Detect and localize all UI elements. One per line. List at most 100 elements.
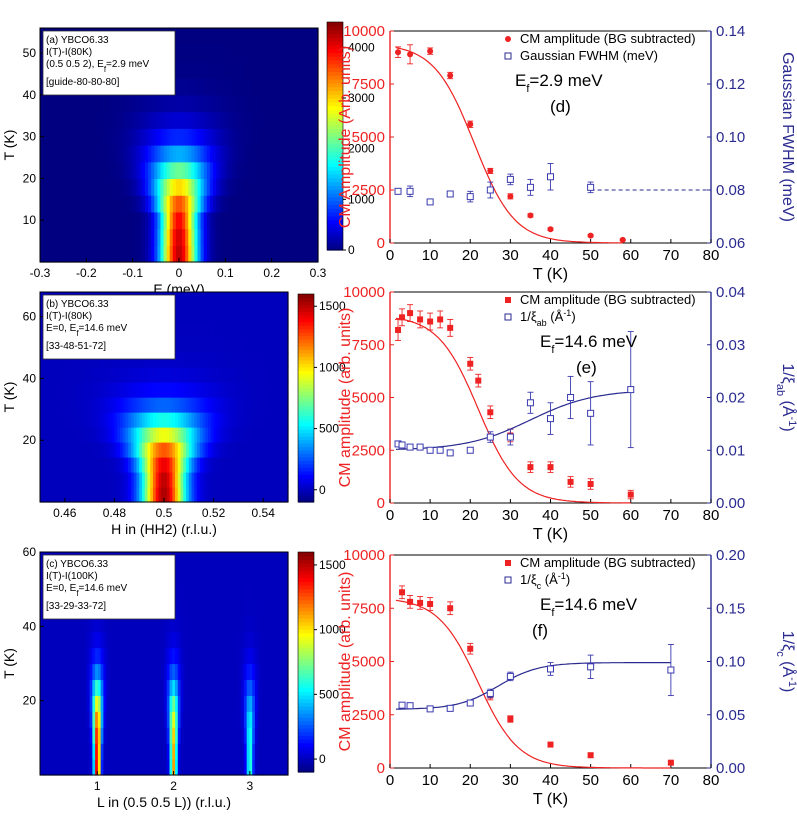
heatmap-cell — [274, 128, 279, 146]
heatmap-cell — [182, 161, 186, 180]
heatmap-cell — [111, 367, 115, 383]
heatmap-cell — [111, 727, 115, 744]
heatmap-cell — [250, 228, 254, 246]
colorbar-segment — [298, 669, 314, 674]
heatmap-cell — [40, 759, 44, 776]
heatmap-cell — [147, 412, 151, 428]
heatmap-cell — [89, 397, 93, 413]
heatmap-cell — [274, 195, 279, 213]
heatmap-cell — [197, 695, 201, 712]
heatmap-cell — [59, 759, 63, 776]
heatmap-cell — [246, 487, 251, 503]
heatmap-cell — [180, 567, 184, 585]
heatmap-cell — [150, 631, 154, 649]
heatmap-cell — [155, 631, 160, 649]
heatmap-cell — [194, 759, 198, 776]
data-point — [547, 415, 554, 423]
heatmap-cell — [73, 695, 77, 712]
heatmap-cell — [166, 352, 171, 368]
heatmap-cell — [42, 397, 47, 413]
heatmap-cell — [197, 583, 201, 601]
heatmap-cell — [49, 228, 53, 246]
heatmap-cell — [64, 427, 69, 443]
heatmap-cell — [133, 412, 138, 428]
colorbar-segment — [327, 212, 343, 217]
heatmap-cell — [249, 412, 253, 428]
heatmap-cell — [67, 128, 72, 146]
heatmap-cell — [40, 322, 44, 338]
data-point — [667, 759, 674, 766]
heatmap-cell — [158, 663, 162, 681]
heatmap-cell — [274, 382, 278, 398]
heatmap-cell — [84, 631, 88, 649]
heatmap-cell — [48, 412, 52, 428]
heatmap-cell — [89, 367, 93, 383]
heatmap-cell — [259, 228, 263, 246]
heatmap-cell — [182, 128, 186, 146]
heatmap-cell — [130, 487, 135, 503]
heatmap-cell — [276, 292, 281, 308]
heatmap-cell — [254, 695, 259, 712]
heatmap-cell — [232, 615, 237, 633]
heatmap-cell — [160, 94, 165, 113]
heatmap-cell — [92, 663, 96, 681]
colorbar-segment — [298, 691, 314, 696]
heatmap-cell — [250, 44, 254, 63]
heatmap-cell — [205, 472, 209, 488]
heatmap-cell — [260, 663, 264, 681]
heatmap-cell — [130, 679, 135, 696]
heatmap-cell — [199, 759, 204, 776]
heatmap-cell — [48, 397, 52, 413]
heatmap-cell — [150, 759, 154, 776]
heatmap-cell — [106, 727, 110, 744]
heatmap-cell — [133, 679, 138, 696]
heatmap-cell — [199, 567, 204, 585]
heatmap-cell — [114, 695, 118, 712]
heatmap-cell — [276, 663, 281, 681]
heatmap-cell — [158, 487, 162, 503]
heatmap-cell — [206, 211, 211, 230]
heatmap-cell — [73, 743, 77, 760]
heatmap-cell — [86, 472, 91, 488]
heatmap-cell — [232, 322, 237, 338]
colorbar-segment — [298, 563, 314, 568]
heatmap-cell — [219, 245, 223, 263]
heatmap-cell — [274, 307, 278, 323]
heatmap-cell — [257, 352, 262, 368]
heatmap-cell — [152, 367, 157, 383]
heatmap-cell — [238, 352, 242, 368]
annotation-condition: E=0, Ef=14.6 meV — [46, 323, 128, 338]
heatmap-cell — [221, 599, 226, 617]
heatmap-cell — [205, 352, 209, 368]
heatmap-cell — [280, 44, 285, 63]
heatmap-cell — [197, 412, 201, 428]
heatmap-cell — [166, 759, 171, 776]
heatmap-cell — [212, 78, 217, 96]
colorbar-segment — [298, 614, 314, 619]
heatmap-cell — [89, 228, 94, 246]
heatmap-cell — [148, 145, 152, 163]
left-tick-label: 5000 — [352, 654, 385, 671]
heatmap-cell — [246, 711, 251, 728]
heatmap-cell — [210, 695, 215, 712]
heatmap-cell — [117, 663, 121, 681]
heatmap-cell — [265, 178, 270, 196]
x-tick-label: 1 — [94, 779, 101, 793]
heatmap-cell — [268, 457, 273, 473]
heatmap-cell — [49, 211, 53, 230]
heatmap-cell — [235, 647, 239, 665]
heatmap-cell — [243, 61, 248, 79]
heatmap-cell — [243, 759, 248, 776]
heatmap-cell — [150, 727, 154, 744]
colorbar-segment — [327, 113, 343, 118]
heatmap-cell — [265, 161, 270, 180]
heatmap-cell — [155, 759, 160, 776]
heatmap-cell — [254, 292, 259, 308]
heatmap-cell — [188, 599, 193, 617]
heatmap-cell — [185, 111, 189, 129]
heatmap-cell — [194, 94, 199, 113]
heatmap-cell — [92, 228, 97, 246]
heatmap-cell — [274, 759, 278, 776]
heatmap-cell — [279, 292, 284, 308]
heatmap-cell — [231, 128, 236, 146]
